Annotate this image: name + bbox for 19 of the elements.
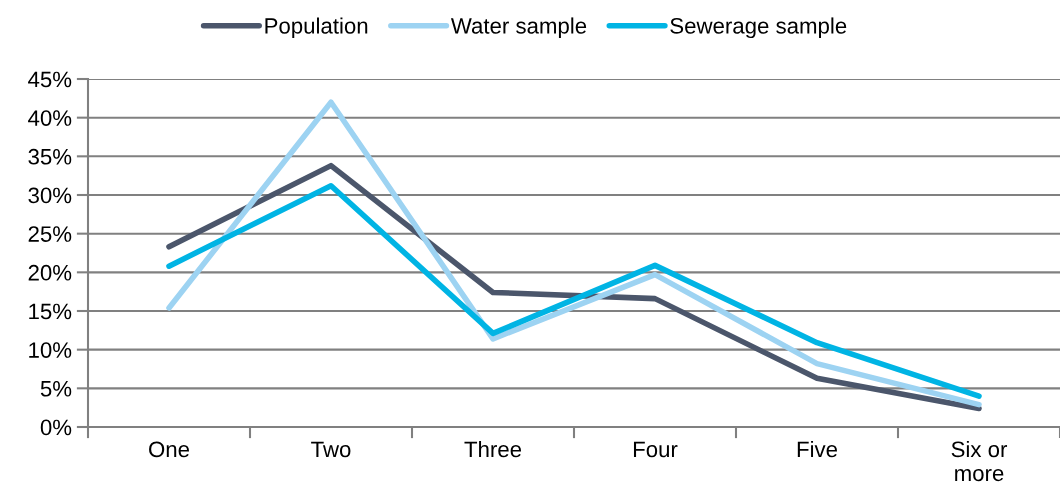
y-tick-label: 10% [29, 342, 72, 358]
y-tick-label: 15% [29, 303, 72, 320]
y-tick-label: 30% [28, 187, 72, 204]
x-tick-label: Five [797, 440, 837, 458]
x-tick-label: Two [311, 441, 351, 458]
legend-label: Sewerage sample [670, 17, 847, 39]
y-tick-label: 20% [28, 264, 72, 281]
y-tick-label: 5% [40, 380, 72, 397]
y-tick-label: 25% [28, 226, 72, 242]
y-tick-label: 0% [40, 419, 72, 436]
x-tick-label: Three [464, 440, 522, 458]
legend-label: Water sample [450, 17, 587, 39]
x-tick-label: One [149, 441, 190, 458]
y-tick-label: 40% [28, 110, 72, 126]
y-tick-label: 35% [28, 148, 72, 165]
legend-label: Population [265, 17, 368, 39]
x-tick-label: Six or more [951, 440, 1008, 482]
y-tick-label: 45% [28, 71, 72, 88]
x-tick-label: Four [633, 441, 678, 458]
